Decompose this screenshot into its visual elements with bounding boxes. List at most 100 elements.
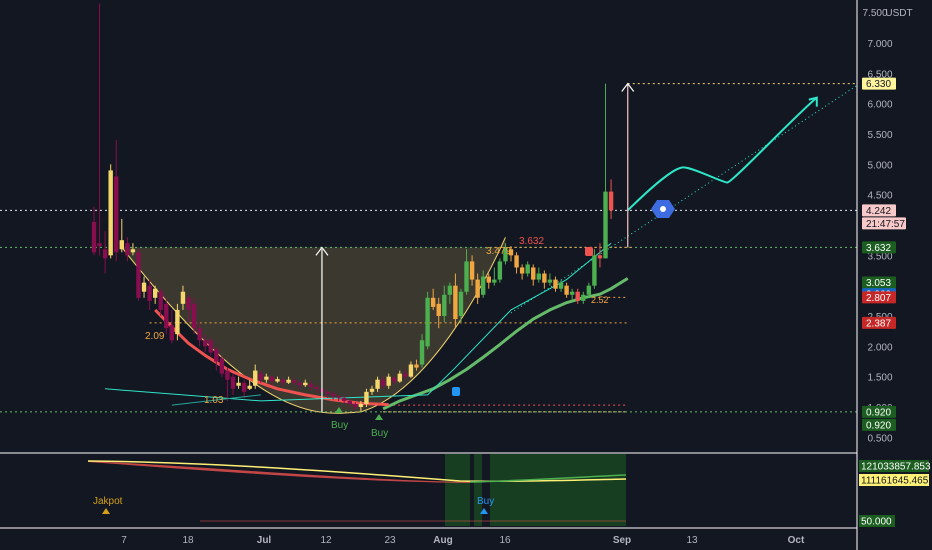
candle — [447, 282, 453, 304]
candle — [380, 376, 386, 389]
candle-body — [130, 249, 136, 253]
candle-body — [419, 340, 425, 365]
candle — [119, 218, 124, 253]
candle-body — [325, 391, 330, 394]
time-tick-label: Sep — [613, 535, 631, 546]
time-axis[interactable]: 7 18 Jul 12 23 Aug 16 Sep 13 Oct — [121, 535, 805, 546]
candle — [314, 385, 319, 394]
jakpot-marker-icon — [102, 508, 110, 514]
price-label-bg — [862, 276, 896, 289]
candle — [286, 376, 291, 384]
price-label: 2.387 — [862, 316, 896, 329]
candle — [291, 378, 297, 386]
candles[interactable] — [91, 3, 614, 412]
alert-blue-icon[interactable] — [452, 387, 460, 396]
candle — [353, 402, 358, 411]
price-tick-label: 5.000 — [867, 160, 892, 171]
candle — [597, 243, 603, 268]
candle — [164, 297, 169, 335]
candle — [347, 399, 352, 407]
candle-body — [436, 303, 441, 316]
candle — [564, 282, 569, 298]
indicator-highlight-zone — [474, 454, 482, 526]
price-tick-label: 6.500 — [867, 69, 892, 80]
candle-body — [447, 285, 453, 295]
candle-body — [503, 247, 508, 262]
projection-curve — [627, 96, 818, 212]
price-label-bg — [862, 291, 896, 304]
price-label-bg — [862, 316, 896, 329]
candle — [486, 273, 491, 289]
time-tick-label: Jul — [257, 535, 272, 546]
candle-body — [486, 276, 491, 283]
candle-body — [314, 386, 319, 389]
candle — [536, 267, 541, 283]
candle-body — [286, 379, 291, 383]
price-label-text: 2.387 — [866, 318, 891, 329]
price-label: 2.807 — [862, 291, 896, 304]
measure-arrowhead-1-icon — [315, 246, 329, 256]
buy-label-1: Buy — [331, 420, 348, 431]
price-label-bg — [862, 217, 906, 230]
candle-body — [603, 191, 608, 259]
alert-red-icon[interactable] — [585, 247, 593, 256]
indicator-label-text: 50.000 — [861, 517, 892, 528]
price-tick-label: 7.500 — [862, 8, 887, 19]
candle-body — [108, 170, 113, 256]
indicator-pane[interactable] — [87, 454, 627, 526]
candle-body — [203, 340, 208, 347]
candle — [436, 297, 441, 329]
candle-body — [197, 328, 202, 341]
candle-body — [158, 291, 163, 310]
price-tick-label: 4.500 — [867, 191, 892, 202]
candle-body — [275, 379, 280, 382]
live-price-indicator-icon[interactable] — [651, 200, 675, 218]
candle — [102, 231, 108, 274]
candle-body — [547, 279, 553, 283]
candle-body — [164, 303, 169, 329]
price-labels: 6.3304.24221:47:573.6323.0532.8602.8072.… — [862, 77, 906, 431]
price-label: 3.053 — [862, 276, 896, 289]
candle-body — [186, 297, 191, 310]
candle — [608, 179, 614, 219]
candle-body — [375, 379, 380, 389]
candle-body — [403, 373, 408, 377]
price-label: 0.920 — [862, 405, 896, 418]
time-tick-label: 18 — [182, 535, 194, 546]
candle-body — [442, 294, 447, 316]
candle-body — [608, 191, 614, 211]
candle — [358, 400, 364, 412]
price-label-text: 3.632 — [866, 243, 891, 254]
price-label-text: 21:47:57 — [866, 219, 905, 230]
candle-body — [291, 380, 297, 383]
candle — [191, 297, 197, 335]
candle-body — [114, 176, 119, 253]
candle-body — [308, 383, 314, 387]
candle — [425, 291, 430, 350]
candle — [531, 264, 536, 286]
candle — [180, 285, 186, 310]
candle-body — [364, 391, 369, 404]
candle-body — [347, 400, 352, 404]
candle — [230, 373, 236, 395]
candle-body — [564, 285, 569, 295]
candle — [558, 279, 564, 292]
candle — [169, 309, 175, 344]
candle — [364, 388, 369, 407]
price-pane[interactable]: 2.09 1.03 3.479 3.632 2.52 Buy Buy — [0, 3, 858, 439]
candle-body — [152, 288, 158, 298]
candle — [408, 361, 414, 378]
price-tick-label: 0.500 — [867, 433, 892, 444]
candle — [508, 246, 514, 262]
time-tick-label: 23 — [384, 535, 396, 546]
candle-body — [469, 261, 475, 280]
candle-body — [380, 379, 386, 386]
candle — [97, 3, 102, 256]
candle — [236, 376, 241, 389]
indicator-label-bg — [859, 515, 895, 527]
candle-body — [492, 279, 497, 283]
candle — [414, 359, 419, 371]
candle — [130, 243, 136, 256]
candle — [214, 346, 219, 371]
